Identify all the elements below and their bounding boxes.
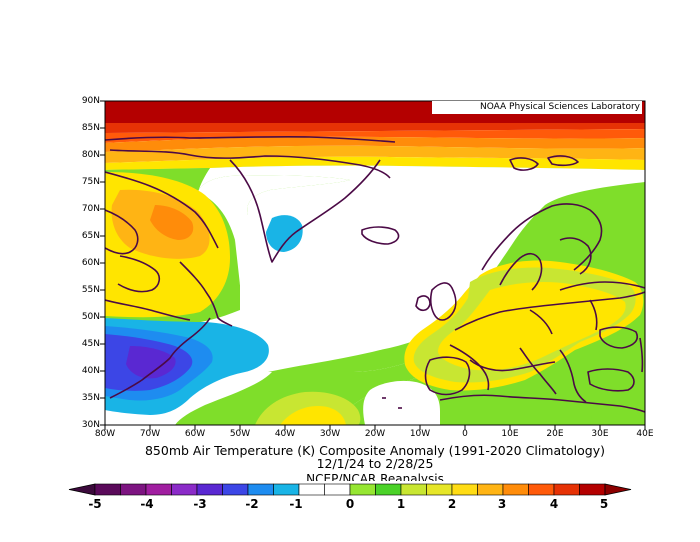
date-range: 12/1/24 to 2/28/25 — [316, 456, 434, 471]
anomaly-band-3 — [105, 136, 645, 152]
colorbar-tick-label: -5 — [88, 497, 102, 511]
colorbar-tick-label: -2 — [245, 497, 259, 511]
colorbar-left-arrow — [68, 483, 96, 496]
lon-label: 20E — [546, 429, 564, 439]
anomaly-yellow-europe-core — [438, 282, 626, 371]
colorbar-swatch — [426, 483, 453, 496]
colorbar-swatch — [349, 483, 376, 496]
anomaly-field — [105, 101, 645, 425]
anomaly-deeporange-canada — [150, 205, 194, 240]
lat-label: 80N — [81, 150, 100, 160]
colorbar-swatch — [94, 483, 121, 496]
lon-label: 10W — [409, 429, 431, 439]
lat-label: 30N — [81, 420, 100, 430]
lon-label: 50W — [229, 429, 251, 439]
colorbar-tick-label: 2 — [447, 497, 457, 511]
colorbar — [68, 483, 632, 496]
credit-label: NOAA Physical Sciences Laboratory — [432, 101, 642, 114]
dataset-label: NCEP/NCAR Reanalysis — [306, 472, 444, 481]
colorbar-tick-label: 0 — [345, 497, 355, 511]
colorbar-swatch — [375, 483, 402, 496]
colorbar-tick-label: -3 — [193, 497, 207, 511]
lon-label: 80W — [94, 429, 116, 439]
lon-label: 0 — [462, 429, 468, 439]
lat-label: 70N — [81, 204, 100, 214]
colorbar-swatch — [579, 483, 606, 496]
lat-label: 60N — [81, 258, 100, 268]
colorbar-swatch — [324, 483, 351, 496]
lat-label: 65N — [81, 231, 100, 241]
lat-label: 75N — [81, 177, 100, 187]
lon-label: 30E — [591, 429, 609, 439]
anomaly-neutral-atlantic — [198, 165, 645, 372]
colorbar-swatch — [298, 483, 325, 496]
lat-label: 85N — [81, 123, 100, 133]
figure-title: 850mb Air Temperature (K) Composite Anom… — [144, 443, 606, 458]
colorbar-tick-label: 1 — [396, 497, 406, 511]
lat-label: 45N — [81, 339, 100, 349]
colorbar-swatch — [477, 483, 504, 496]
colorbar-swatch — [145, 483, 172, 496]
lon-label: 40E — [636, 429, 654, 439]
lat-label: 40N — [81, 366, 100, 376]
anomaly-band-35 — [105, 129, 645, 143]
lat-tick-marks — [100, 100, 105, 426]
lon-label: 20W — [364, 429, 386, 439]
colorbar-tick-label: 3 — [497, 497, 507, 511]
lon-label: 10E — [501, 429, 519, 439]
lat-label: 50N — [81, 312, 100, 322]
colorbar-right-arrow — [604, 483, 632, 496]
colorbar-swatch — [553, 483, 580, 496]
lon-label: 70W — [139, 429, 161, 439]
coastlines — [105, 135, 645, 413]
colorbar-swatch — [196, 483, 223, 496]
colorbar-swatch — [400, 483, 427, 496]
colorbar-tick-label: 5 — [599, 497, 609, 511]
anomaly-cold-greenland — [266, 215, 303, 252]
lat-label: 90N — [81, 96, 100, 106]
lat-label: 35N — [81, 393, 100, 403]
colorbar-tick-label: -1 — [289, 497, 303, 511]
colorbar-swatch — [451, 483, 478, 496]
lon-label: 30W — [319, 429, 341, 439]
colorbar-swatch — [171, 483, 198, 496]
lon-tick-marks — [104, 425, 646, 430]
anomaly-band-25 — [105, 145, 645, 163]
colorbar-swatch — [120, 483, 147, 496]
colorbar-swatch — [528, 483, 555, 496]
anomaly-green-west-atlantic — [175, 240, 560, 425]
colorbar-tick-label: -4 — [140, 497, 154, 511]
colorbar-tick-label: 4 — [549, 497, 559, 511]
lat-label: 55N — [81, 285, 100, 295]
colorbar-swatch — [273, 483, 300, 496]
colorbar-swatch — [247, 483, 274, 496]
lon-label: 60W — [184, 429, 206, 439]
anomaly-band-4 — [105, 123, 645, 133]
anomaly-neutral-subtropics — [363, 380, 440, 425]
colorbar-swatch — [502, 483, 529, 496]
colorbar-swatch — [222, 483, 249, 496]
anomaly-cold-core — [126, 346, 176, 379]
anomaly-yellow-subtropics-core — [280, 406, 346, 425]
lon-label: 40W — [274, 429, 296, 439]
